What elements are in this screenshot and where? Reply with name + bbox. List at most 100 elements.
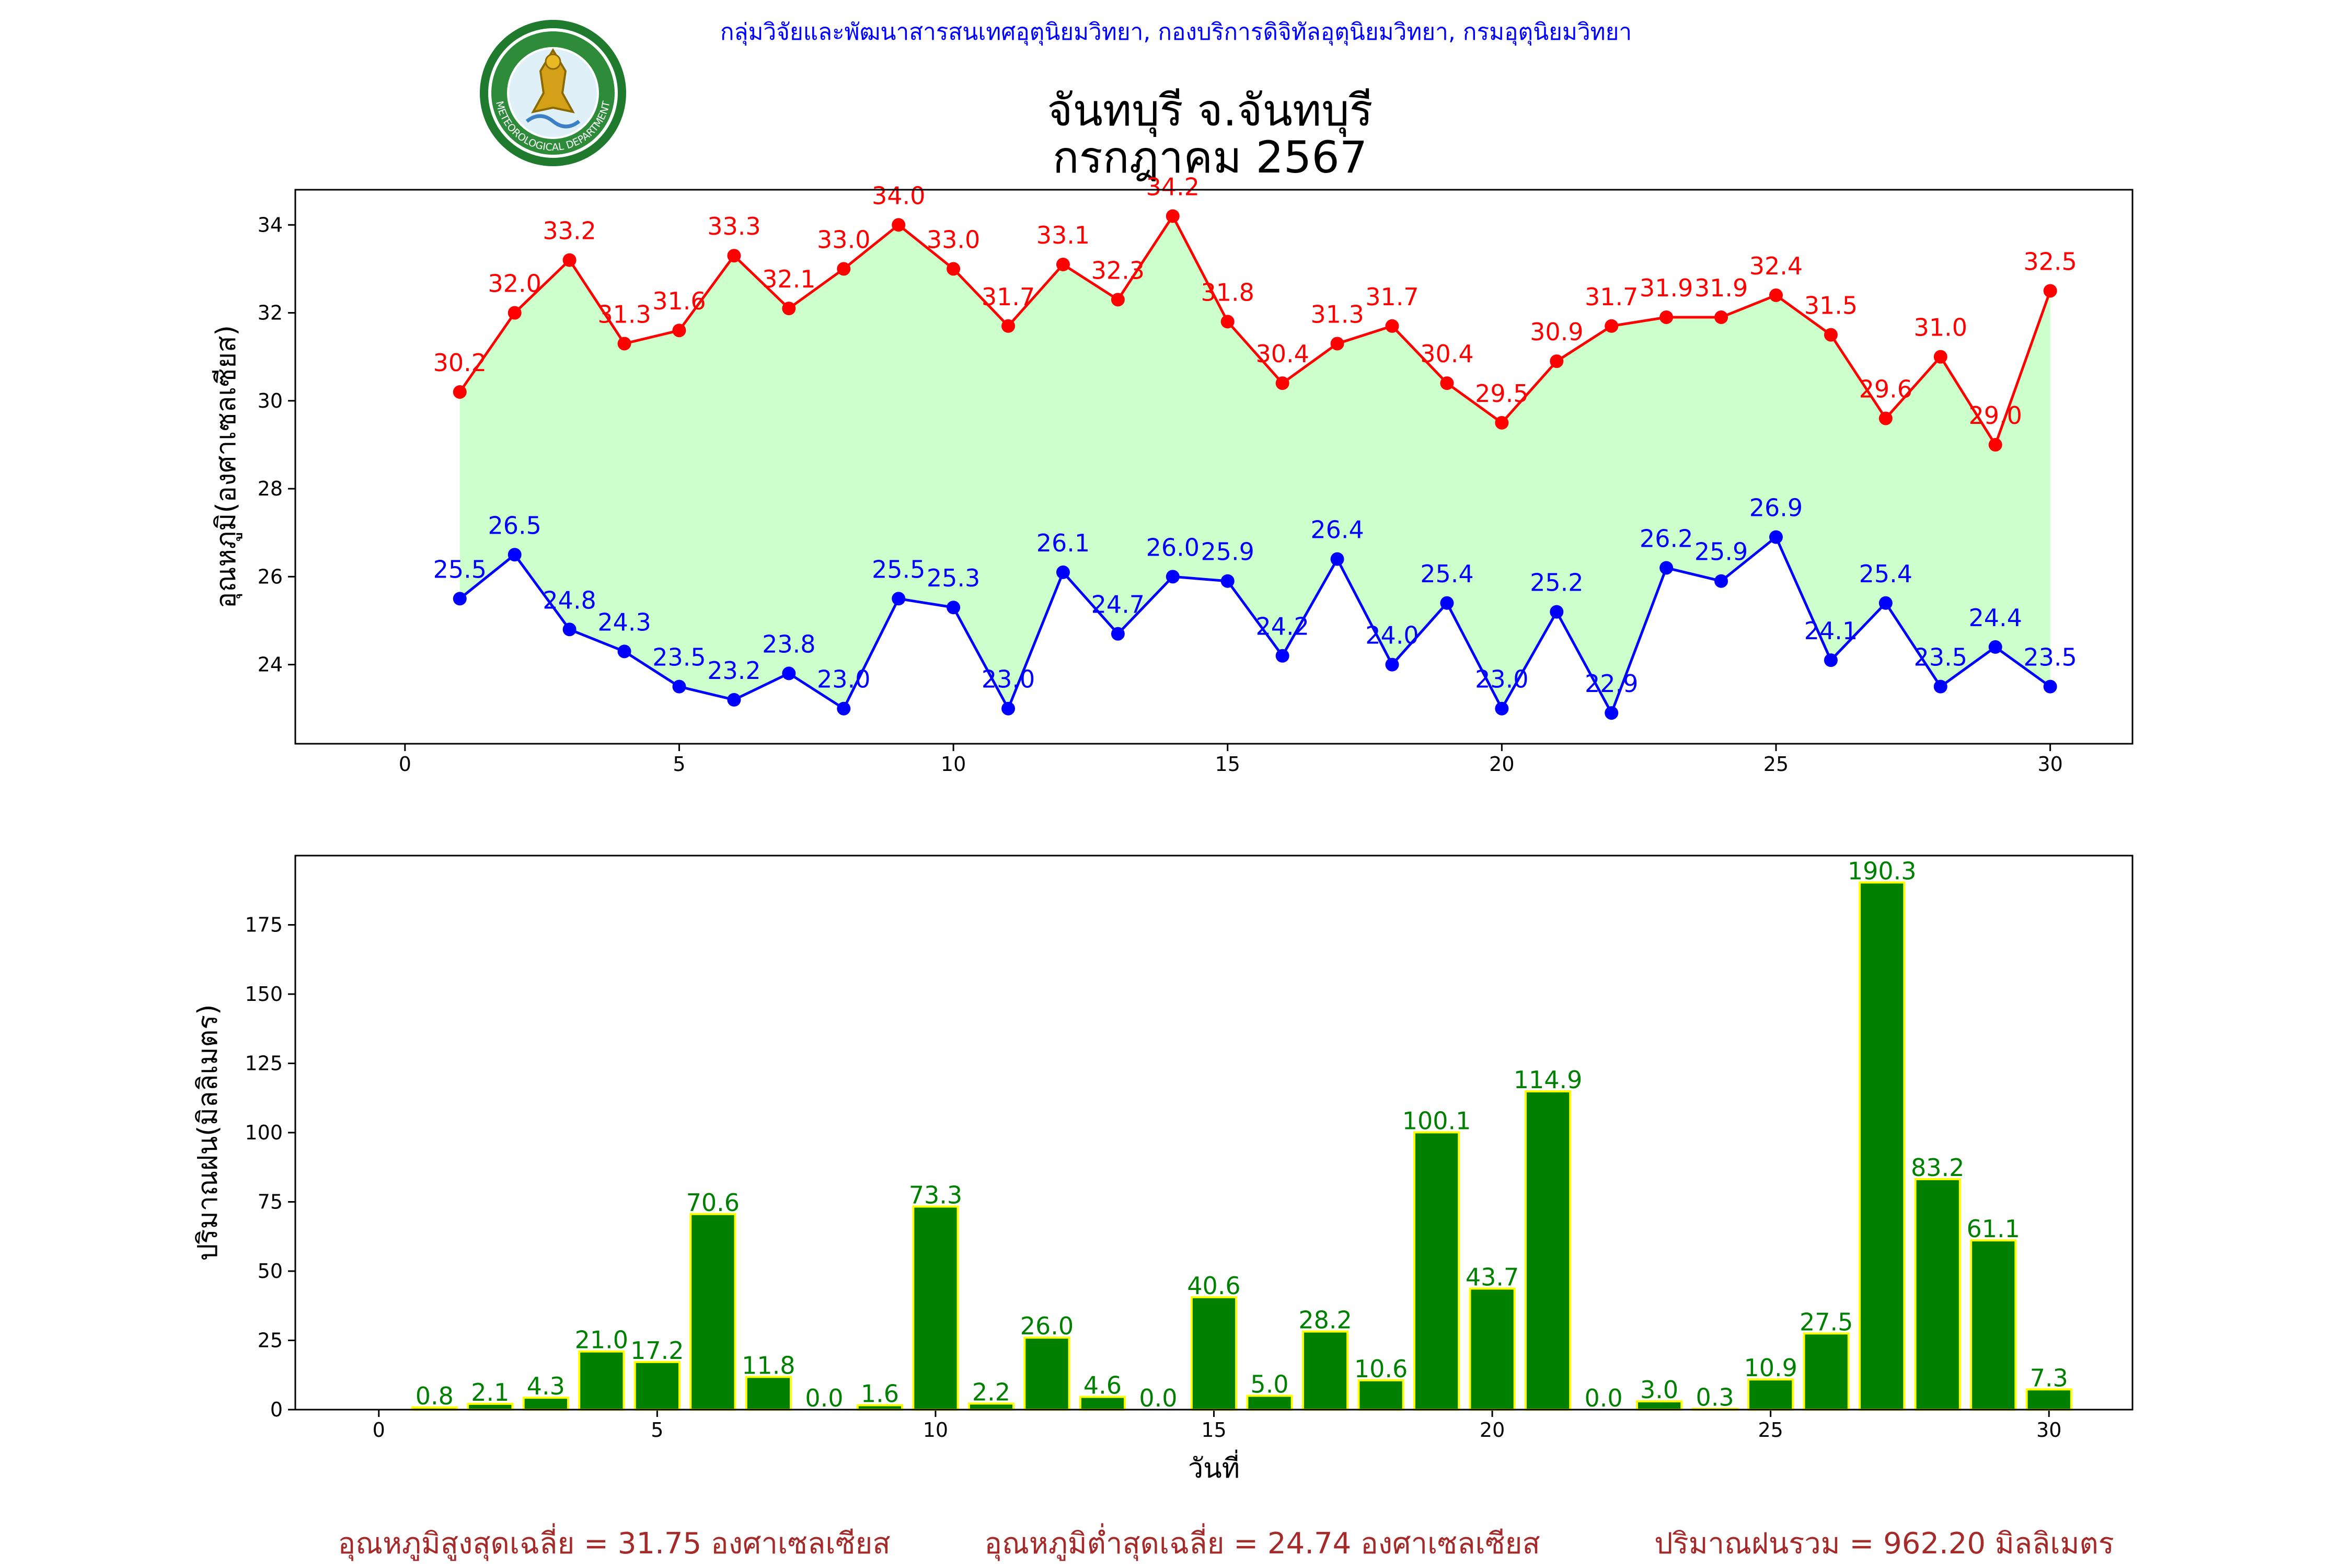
max-temperature-label: 30.2	[433, 349, 487, 377]
min-temperature-label: 25.9	[1201, 538, 1254, 566]
max-temperature-label: 31.9	[1694, 274, 1748, 302]
min-temperature-points	[453, 530, 2057, 720]
rainfall-value-label: 0.0	[805, 1384, 843, 1412]
min-temperature-point	[1878, 596, 1893, 610]
rainfall-bar	[1301, 1330, 1349, 1411]
min-temperature-point	[1659, 561, 1674, 575]
rainfall-x-tick-label: 10	[923, 1419, 948, 1442]
max-temperature-point	[727, 249, 741, 263]
max-temperature-label: 33.0	[927, 225, 980, 253]
temperature-x-tick-label: 10	[941, 753, 966, 776]
min-temperature-point	[947, 601, 961, 615]
min-temperature-label: 25.2	[1530, 569, 1583, 597]
max-temperature-label: 31.7	[1365, 283, 1419, 311]
max-temperature-label: 32.3	[1091, 256, 1145, 284]
min-temperature-label: 25.4	[1859, 560, 1912, 588]
max-temperature-point	[1988, 437, 2002, 452]
temperature-plot-frame	[294, 189, 2134, 745]
rainfall-labels: 0.8 2.1 4.3 21.0 17.2 70.6 11.8 0.0 1.6 73.3 2.2 26…	[416, 857, 2068, 1412]
min-temperature-label: 24.8	[543, 586, 596, 614]
rainfall-value-label: 28.2	[1298, 1306, 1352, 1334]
rainfall-value-label: 7.3	[2030, 1364, 2068, 1392]
max-temperature-points	[453, 209, 2057, 452]
max-temperature-label: 31.3	[597, 300, 651, 328]
max-temperature-point	[1605, 319, 1619, 333]
max-temperature-point	[1220, 315, 1235, 329]
min-temperature-point	[1330, 552, 1344, 566]
min-temperature-label: 23.2	[707, 656, 760, 685]
rainfall-value-label: 11.8	[742, 1351, 795, 1379]
rainfall-bar	[1747, 1378, 1794, 1411]
max-temperature-point	[1550, 354, 1564, 368]
max-temperature-label: 31.8	[1201, 278, 1254, 306]
rainfall-value-label: 10.9	[1744, 1354, 1797, 1382]
min-temperature-label: 25.5	[872, 555, 925, 583]
min-temperature-point	[1824, 653, 1838, 667]
rainfall-value-label: 114.9	[1514, 1066, 1583, 1094]
min-temperature-label: 25.9	[1694, 538, 1748, 566]
max-temperature-point	[1166, 209, 1180, 223]
chart-title-location: จันทบุรี จ.จันทบุรี	[1047, 85, 1373, 137]
min-temperature-point	[1220, 574, 1235, 588]
max-temperature-label: 32.0	[488, 270, 541, 298]
min-temperature-label: 26.2	[1640, 524, 1693, 552]
rainfall-value-label: 190.3	[1848, 857, 1917, 885]
min-temperature-point	[508, 548, 522, 562]
min-temperature-label: 24.3	[597, 608, 651, 636]
min-temperature-point	[1605, 706, 1619, 720]
rainfall-value-label: 21.0	[575, 1326, 628, 1354]
rainfall-x-tick-label: 30	[2036, 1419, 2061, 1442]
temperature-x-tick-label: 0	[399, 753, 411, 776]
rainfall-y-tick-label: 125	[245, 1052, 283, 1075]
rainfall-x-tick-label: 25	[1758, 1419, 1783, 1442]
rainfall-value-label: 1.6	[861, 1380, 899, 1408]
temperature-range-band	[459, 216, 2050, 713]
temperature-y-axis-label: อุณหภูมิ(องศาเซลเซียส)	[211, 325, 243, 608]
min-temperature-label: 26.5	[488, 511, 541, 539]
max-temperature-point	[617, 337, 631, 351]
max-temperature-point	[947, 262, 961, 276]
min-temperature-point	[672, 679, 686, 694]
min-temperature-point	[1056, 565, 1070, 579]
min-temperature-line	[459, 535, 2051, 717]
rainfall-bar	[633, 1361, 681, 1411]
max-temperature-point	[1275, 376, 1289, 390]
temperature-y-tick-label: 24	[258, 653, 283, 676]
rainfall-y-tick-label: 25	[258, 1329, 283, 1352]
max-temperature-label: 32.5	[2023, 247, 2077, 275]
rainfall-bar	[912, 1205, 959, 1411]
rainfall-value-label: 4.6	[1083, 1371, 1122, 1400]
rainfall-value-label: 83.2	[1911, 1154, 1964, 1182]
min-temperature-label: 23.5	[1914, 643, 1967, 672]
temperature-y-tick-label: 30	[258, 389, 283, 412]
min-temperature-label: 26.1	[1036, 529, 1090, 557]
rainfall-y-tick-label: 175	[245, 914, 283, 937]
max-temperature-point	[1385, 319, 1399, 333]
max-temperature-point	[1714, 310, 1728, 324]
rainfall-ticks: 0 5 10 15 20 25 30 0 25 50 75 100 125 150 175	[245, 914, 2061, 1442]
min-temperature-label: 24.2	[1255, 613, 1309, 641]
max-temperature-label: 30.9	[1530, 318, 1583, 346]
rainfall-value-label: 26.0	[1020, 1312, 1074, 1340]
rainfall-value-label: 0.0	[1585, 1384, 1623, 1412]
rainfall-bar	[1914, 1178, 1961, 1411]
rainfall-bar	[1413, 1131, 1460, 1411]
rainfall-y-axis-label: ปริมาณฝน(มิลลิเมตร)	[192, 1004, 224, 1261]
max-temperature-point	[672, 324, 686, 338]
rainfall-bar	[2025, 1388, 2072, 1411]
max-temperature-label: 30.4	[1255, 340, 1309, 368]
max-temperature-label: 31.5	[1804, 292, 1858, 320]
max-temperature-label: 29.0	[1968, 401, 2022, 430]
rainfall-panel: 0 5 10 15 20 25 30 0 25 50 75 100 125 150 175 0.8 2.1 4.…	[192, 855, 2134, 1484]
min-temperature-point	[1714, 574, 1728, 588]
rainfall-bar	[745, 1376, 792, 1411]
rainfall-value-label: 70.6	[686, 1189, 740, 1217]
rainfall-bar	[1469, 1287, 1516, 1411]
max-temperature-label: 31.3	[1310, 300, 1364, 328]
max-temperature-point	[1659, 310, 1674, 324]
min-temperature-point	[1001, 701, 1016, 716]
max-temperature-point	[1769, 288, 1783, 302]
rainfall-value-label: 73.3	[909, 1181, 962, 1209]
min-temperature-label: 23.5	[2023, 643, 2077, 672]
max-temperature-point	[1056, 258, 1070, 272]
